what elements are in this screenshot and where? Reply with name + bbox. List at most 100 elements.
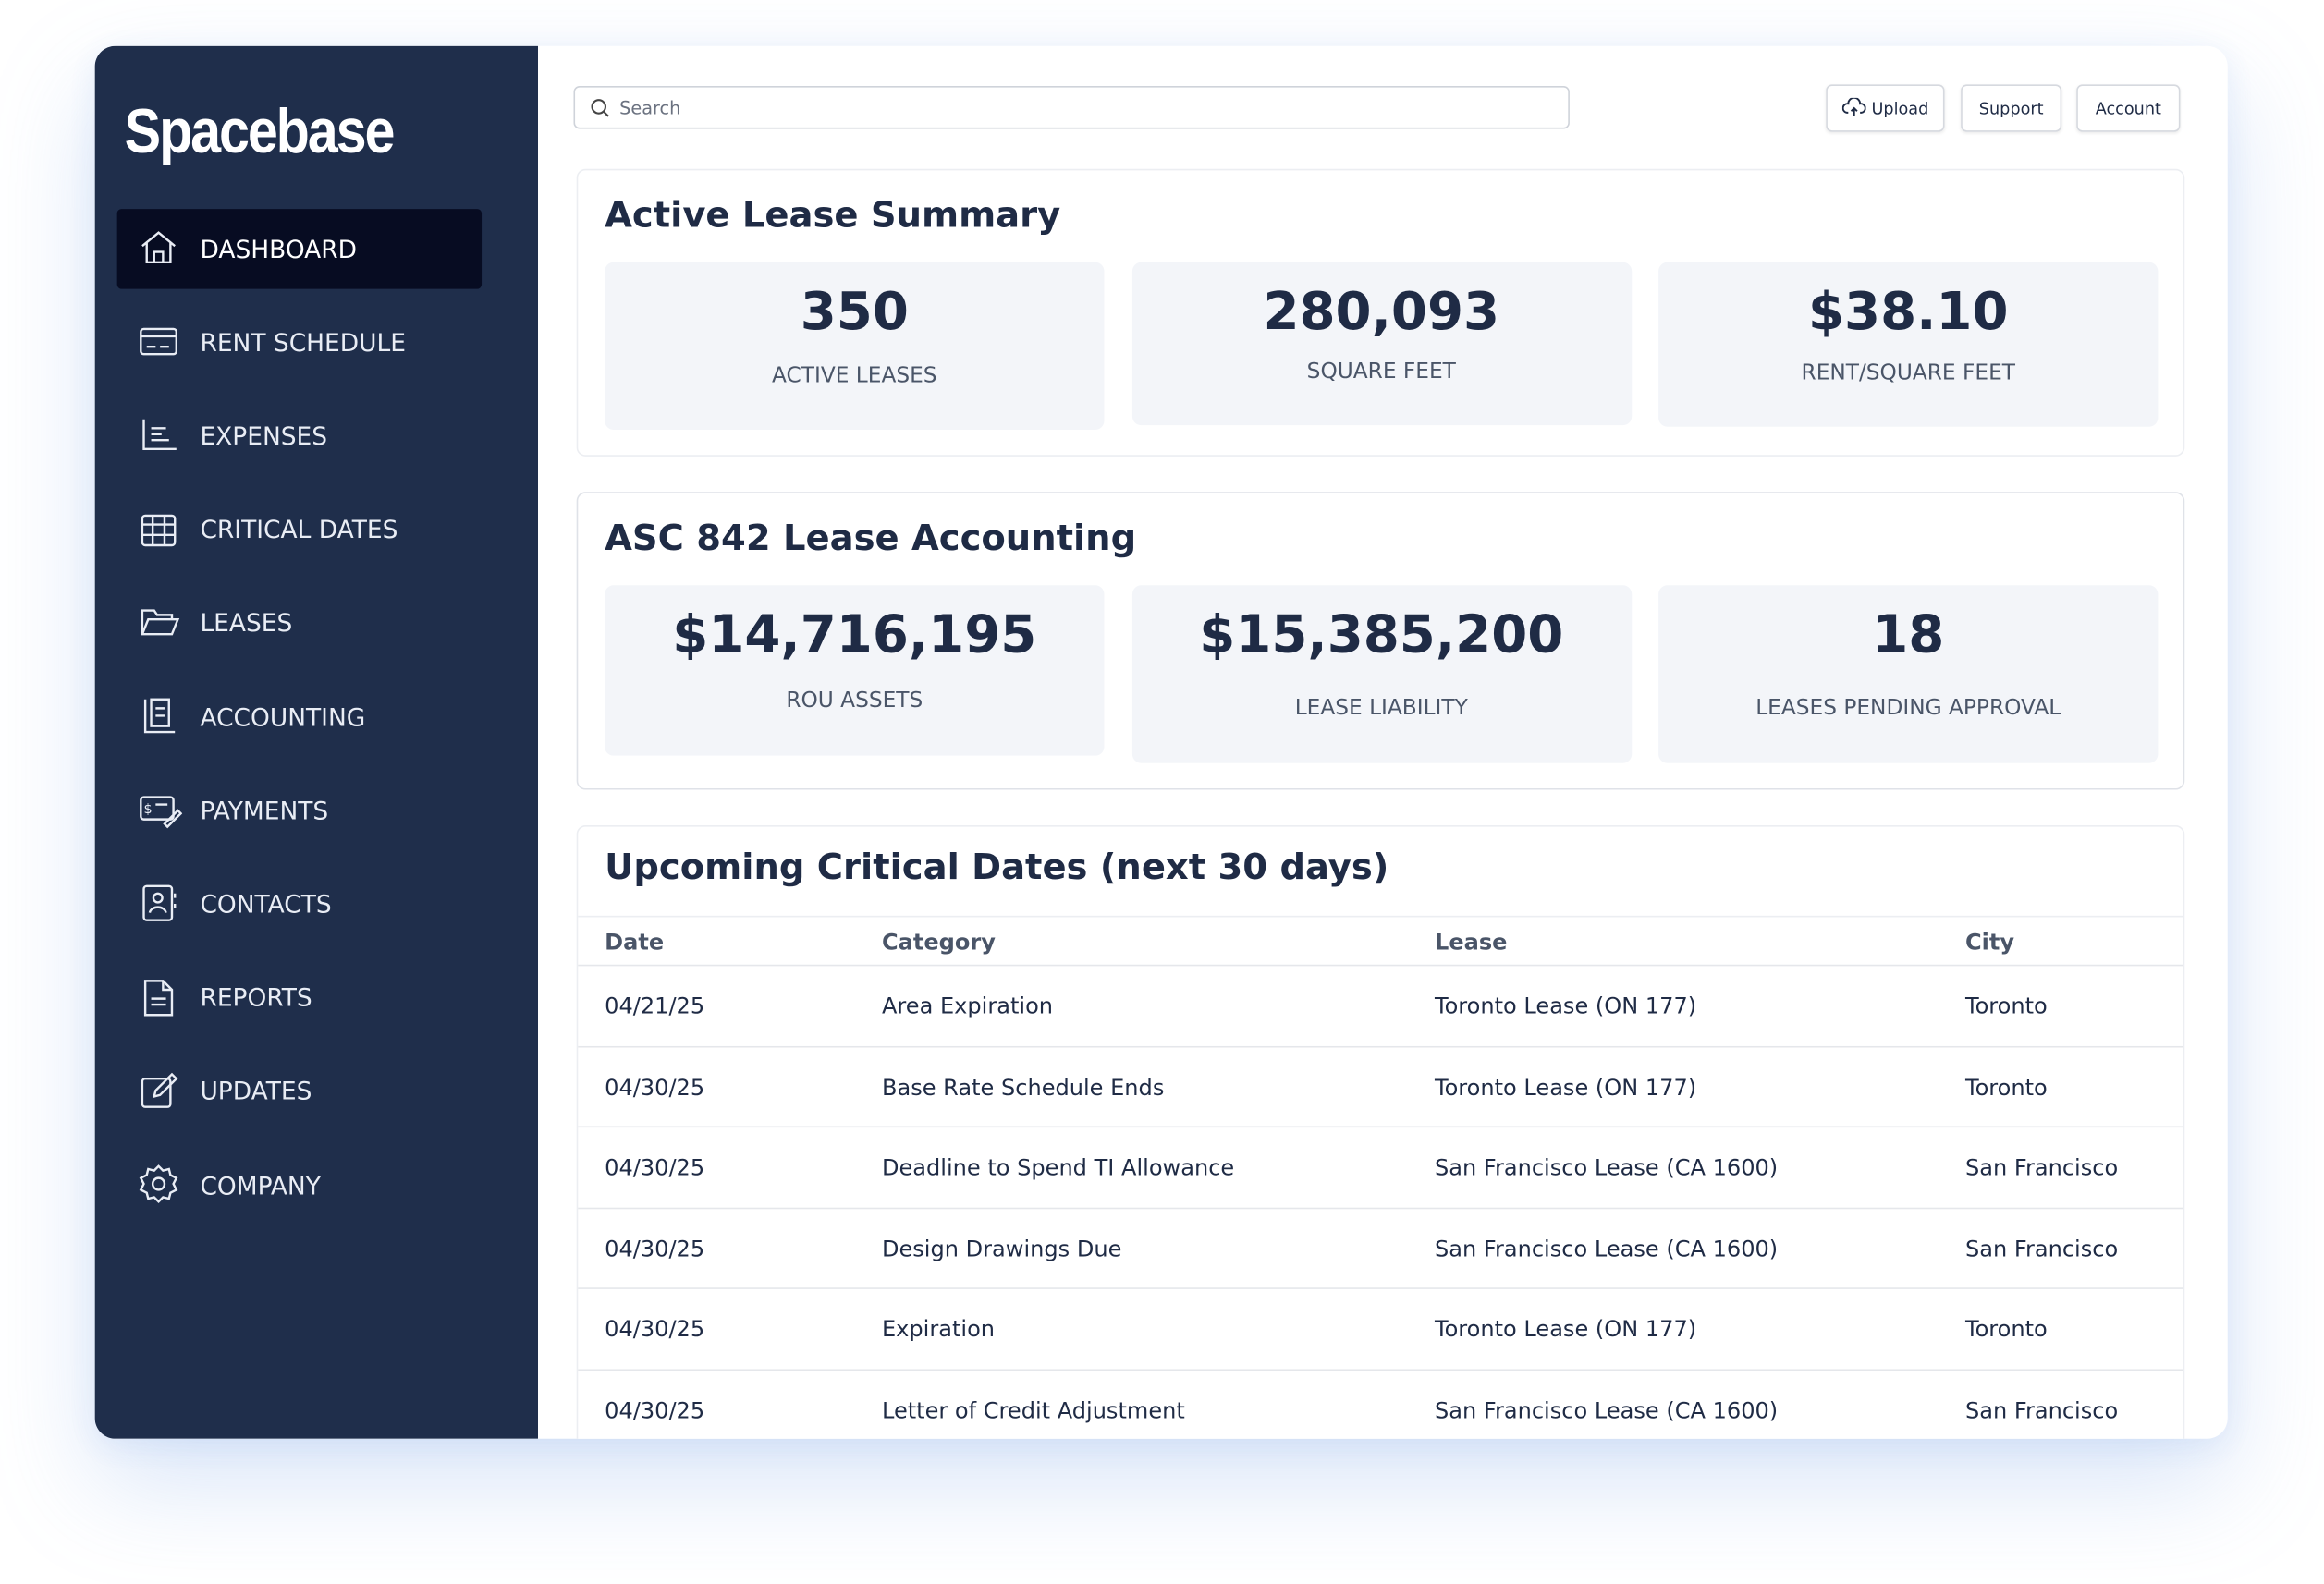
section-title: ASC 842 Lease Accounting (605, 517, 1137, 559)
nav-item[interactable]: EXPENSES (117, 396, 482, 477)
table-cell: Base Rate Schedule Ends (881, 1073, 1165, 1101)
table-row[interactable]: 04/30/25 Deadline to Spend TI Allowance Sa… (578, 1126, 2183, 1208)
table-title: Upcoming Critical Dates (next 30 days) (605, 846, 1389, 888)
search-placeholder: Search (619, 97, 681, 118)
table-cell: Letter of Credit Adjustment (881, 1396, 1185, 1424)
nav-label: LEASES (200, 609, 293, 638)
upload-icon (1841, 97, 1866, 116)
column-header: Category (881, 929, 996, 956)
table-cell: 04/21/25 (605, 993, 705, 1020)
table-cell: Toronto Lease (ON 177) (1434, 1316, 1697, 1344)
stat-value: $38.10 (1807, 283, 2009, 343)
button-label: Upload (1871, 98, 1929, 118)
table-row[interactable]: 04/30/25 Design Drawings Due San Francisco… (578, 1207, 2183, 1288)
stat-label: SQUARE FEET (1306, 359, 1456, 384)
nav-item[interactable]: ACCOUNTING (117, 677, 482, 758)
stat-label: LEASE LIABILITY (1294, 696, 1468, 721)
table-cell: San Francisco (1964, 1154, 2119, 1182)
nav-label: RENT SCHEDULE (200, 328, 406, 357)
nav-item[interactable]: CONTACTS (117, 864, 482, 944)
brand: Spacebase (124, 96, 396, 166)
search-box[interactable]: Search (573, 85, 1570, 129)
table-cell: San Francisco (1964, 1235, 2119, 1262)
stat-box: 350 ACTIVE LEASES (605, 262, 1105, 430)
table-cell: San Francisco Lease (CA 1600) (1434, 1235, 1779, 1262)
stat-box: 18 LEASES PENDING APPROVAL (1658, 585, 2159, 763)
nav-label: CRITICAL DATES (200, 516, 398, 544)
nav-item[interactable]: $ PAYMENTS (117, 771, 482, 851)
table-cell: San Francisco Lease (CA 1600) (1434, 1396, 1779, 1424)
main: Search Upload Support Account Active Lease … (538, 46, 2228, 1439)
stat-label: ROU ASSETS (786, 688, 923, 713)
table-cell: San Francisco Lease (CA 1600) (1434, 1154, 1779, 1182)
table-row[interactable]: 04/30/25 Letter of Credit Adjustment San F… (578, 1369, 2183, 1438)
section-card: ASC 842 Lease Accounting $14,716,195 ROU A… (576, 492, 2185, 790)
nav-item[interactable]: COMPANY (117, 1145, 482, 1225)
table-row[interactable]: 04/21/25 Area Expiration Toronto Lease (ON… (578, 964, 2183, 1046)
svg-text:$: $ (144, 803, 153, 818)
nav-icon (140, 328, 177, 356)
nav-item[interactable]: UPDATES (117, 1052, 482, 1132)
nav-label: COMPANY (200, 1171, 321, 1200)
table-row[interactable]: 04/30/25 Base Rate Schedule Ends Toronto L… (578, 1045, 2183, 1127)
nav-icon (141, 231, 176, 263)
nav-label: UPDATES (200, 1078, 312, 1106)
table-cell: Expiration (881, 1316, 996, 1344)
nav-label: PAYMENTS (200, 797, 329, 825)
nav-label: ACCOUNTING (200, 702, 366, 732)
stat-value: $15,385,200 (1199, 605, 1564, 665)
stat-label: LEASES PENDING APPROVAL (1755, 696, 2061, 721)
table-cell: Toronto Lease (ON 177) (1434, 1073, 1697, 1101)
table-cell: 04/30/25 (605, 1316, 705, 1344)
table-cell: 04/30/25 (605, 1154, 705, 1182)
nav-icon (141, 609, 180, 636)
nav-label: EXPENSES (200, 421, 328, 451)
toolbar-button[interactable]: Upload (1826, 84, 1945, 132)
column-header: City (1964, 929, 2015, 956)
app-window: Spacebase DASHBOARD RENT SCHEDULE EXPENSES… (94, 45, 2228, 1439)
table-card: Upcoming Critical Dates (next 30 days) Da… (576, 825, 2185, 1439)
nav-icon: $ (140, 796, 183, 829)
nav-item[interactable]: CRITICAL DATES (117, 490, 482, 570)
nav-icon (143, 979, 174, 1016)
stat-box: $14,716,195 ROU ASSETS (605, 585, 1105, 756)
stat-value: 350 (800, 283, 909, 343)
nav-item[interactable]: DASHBOARD (116, 209, 483, 289)
toolbar-button[interactable]: Account (2076, 84, 2181, 132)
table-cell: Toronto Lease (ON 177) (1434, 993, 1697, 1020)
nav-label: DASHBOARD (200, 235, 358, 263)
table-header: Date Category Lease City (578, 915, 2183, 967)
stat-label: RENT/SQUARE FEET (1801, 361, 2015, 385)
stat-box: $38.10 RENT/SQUARE FEET (1658, 262, 2159, 427)
section-title: Active Lease Summary (605, 194, 1061, 236)
nav-icon (142, 885, 177, 922)
table-cell: 04/30/25 (605, 1235, 705, 1262)
table-cell: Toronto (1964, 1073, 2048, 1101)
table-cell: Toronto (1964, 993, 2048, 1020)
toolbar-button[interactable]: Support (1961, 84, 2062, 132)
button-label: Support (1978, 98, 2044, 118)
nav-item[interactable]: LEASES (117, 583, 482, 664)
nav-icon (141, 1072, 178, 1108)
nav-label: REPORTS (200, 983, 312, 1013)
table-cell: Design Drawings Due (881, 1235, 1122, 1262)
nav-item[interactable]: REPORTS (117, 958, 482, 1039)
nav-icon (142, 420, 177, 451)
table-row[interactable]: 04/30/25 Expiration Toronto Lease (ON 177)… (578, 1287, 2183, 1370)
stat-box: 280,093 SQUARE FEET (1131, 262, 1632, 426)
stat-value: 18 (1872, 605, 1945, 665)
search-icon (591, 98, 609, 116)
stat-value: 280,093 (1263, 283, 1500, 343)
table-cell: 04/30/25 (605, 1396, 705, 1424)
column-header: Date (605, 929, 665, 956)
table-cell: 04/30/25 (605, 1073, 705, 1101)
column-header: Lease (1434, 929, 1508, 956)
nav-label: CONTACTS (200, 890, 332, 919)
table-cell: Deadline to Spend TI Allowance (881, 1154, 1235, 1182)
nav-icon (139, 1164, 178, 1203)
button-label: Account (2095, 98, 2161, 118)
table-cell: Toronto (1964, 1316, 2048, 1344)
sidebar: Spacebase DASHBOARD RENT SCHEDULE EXPENSES… (94, 45, 538, 1439)
nav-item[interactable]: RENT SCHEDULE (117, 302, 482, 383)
